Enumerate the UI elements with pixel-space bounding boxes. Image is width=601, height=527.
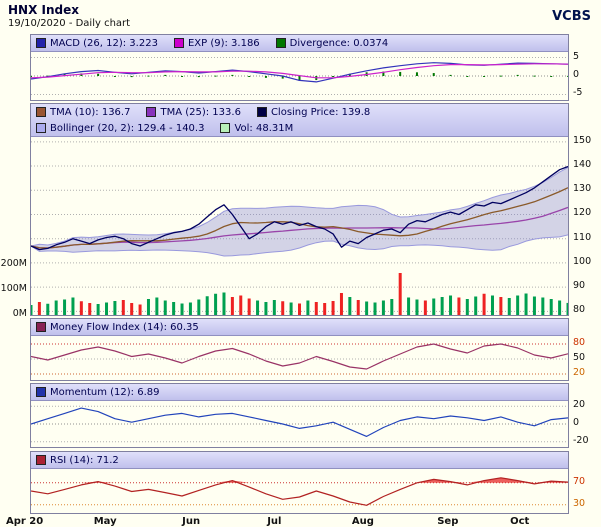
ytick-momentum-0: 0 — [573, 417, 580, 428]
tma10-swatch-icon — [36, 107, 46, 117]
xaxis-label-sep: Sep — [437, 516, 459, 527]
momentum-left-gutter — [0, 383, 30, 448]
macd-panel: MACD (26, 12): 3.223 EXP (9): 3.186 Diverg… — [0, 34, 601, 101]
macd-yaxis: 5 0 -5 — [569, 34, 601, 101]
legend-item-vol: Vol: 48.31M — [220, 123, 293, 134]
ytick-main-150: 150 — [573, 134, 592, 146]
divergence-swatch-icon — [275, 38, 286, 48]
mfi-swatch-icon — [36, 322, 46, 332]
volume-tick-200M: 200M — [0, 258, 27, 269]
legend-label-closing-price: Closing Price: 139.8 — [270, 106, 371, 118]
legend-item-closing-price: Closing Price: 139.8 — [256, 106, 371, 118]
tma25-swatch-icon — [146, 107, 157, 117]
macd-plot — [31, 52, 568, 100]
mfi-legend: Money Flow Index (14): 60.35 — [31, 319, 568, 336]
macd-legend: MACD (26, 12): 3.223 EXP (9): 3.186 Diverg… — [31, 35, 568, 52]
mfi-yaxis: 80 50 20 — [569, 318, 601, 381]
mfi-left-gutter — [0, 318, 30, 381]
price-panel: 200M 100M 0M TMA (10): 136.7 TMA (25): 133.… — [0, 103, 601, 319]
legend-label-vol: Vol: 48.31M — [234, 122, 294, 134]
ytick-main-140: 140 — [573, 159, 592, 171]
legend-item-rsi: RSI (14): 71.2 — [36, 455, 119, 466]
rsi-swatch-icon — [36, 455, 46, 465]
legend-label-exp: EXP (9): 3.186 — [187, 37, 260, 49]
legend-item-tma25: TMA (25): 133.6 — [146, 106, 241, 118]
mfi-plot — [31, 336, 568, 380]
chart-subtitle: 19/10/2020 - Daily chart — [8, 18, 131, 29]
legend-item-tma10: TMA (10): 136.7 — [36, 107, 130, 118]
vol-swatch-icon — [220, 123, 231, 133]
rsi-yaxis: 70 30 — [569, 451, 601, 514]
page-title: HNX Index — [8, 3, 79, 17]
momentum-swatch-icon — [36, 387, 46, 397]
rsi-plot — [31, 469, 568, 513]
legend-item-macd: MACD (26, 12): 3.223 — [36, 38, 158, 49]
price-yaxis: 150 140 130 120 110 100 90 80 — [569, 103, 601, 316]
xaxis-label-jun: Jun — [182, 516, 201, 527]
ytick-main-130: 130 — [573, 183, 592, 195]
bollinger-swatch-icon — [36, 123, 46, 133]
closing-price-swatch-icon — [256, 107, 267, 117]
ytick-momentum-20: 20 — [573, 399, 586, 411]
mfi-panel: Money Flow Index (14): 60.35 80 50 20 — [0, 318, 601, 381]
rsi-panel: RSI (14): 71.2 70 30 — [0, 451, 601, 514]
momentum-legend: Momentum (12): 6.89 — [31, 384, 568, 401]
x-axis: Apr 20 May Jun Jul Aug Sep Oct — [0, 514, 601, 527]
brand-logo: VCBS — [552, 9, 591, 24]
xaxis-label-aug: Aug — [351, 516, 374, 527]
ytick-rsi-70: 70 — [573, 475, 586, 487]
legend-label-momentum: Momentum (12): 6.89 — [50, 386, 160, 398]
ytick-momentum--20: -20 — [573, 434, 589, 446]
legend-item-momentum: Momentum (12): 6.89 — [36, 387, 160, 398]
ytick-macd-5: 5 — [573, 50, 580, 62]
ytick-main-120: 120 — [573, 207, 592, 219]
rsi-left-gutter — [0, 451, 30, 514]
xaxis-label-apr-20: Apr 20 — [6, 516, 44, 527]
legend-label-mfi: Money Flow Index (14): 60.35 — [50, 321, 199, 333]
exp-swatch-icon — [173, 38, 184, 48]
volume-tick-0M: 0M — [12, 308, 27, 319]
ytick-mfi-50: 50 — [573, 352, 586, 363]
legend-label-rsi: RSI (14): 71.2 — [50, 454, 119, 466]
ytick-rsi-30: 30 — [573, 497, 586, 509]
legend-label-tma25: TMA (25): 133.6 — [160, 106, 241, 118]
legend-label-bollinger: Bollinger (20, 2): 129.4 - 140.3 — [50, 122, 205, 134]
legend-item-exp: EXP (9): 3.186 — [173, 37, 260, 49]
legend-label-tma10: TMA (10): 136.7 — [50, 106, 131, 118]
volume-tick-100M: 100M — [0, 283, 27, 294]
xaxis-label-jul: Jul — [267, 516, 282, 527]
ytick-macd-0: 0 — [573, 69, 580, 80]
legend-label-divergence: Divergence: 0.0374 — [289, 37, 389, 49]
momentum-yaxis: 20 0 -20 — [569, 383, 601, 448]
ytick-main-100: 100 — [573, 255, 592, 267]
legend-item-mfi: Money Flow Index (14): 60.35 — [36, 322, 199, 333]
macd-left-gutter — [0, 34, 30, 101]
legend-label-macd: MACD (26, 12): 3.223 — [50, 37, 158, 49]
xaxis-label-oct: Oct — [510, 516, 530, 527]
rsi-legend: RSI (14): 71.2 — [31, 452, 568, 469]
ytick-mfi-80: 80 — [573, 337, 586, 348]
ytick-main-80: 80 — [573, 304, 586, 316]
volume-yaxis: 200M 100M 0M — [0, 103, 30, 319]
price-plot — [31, 137, 568, 315]
ytick-main-90: 90 — [573, 280, 586, 292]
ytick-macd--5: -5 — [573, 87, 583, 99]
momentum-plot — [31, 401, 568, 447]
price-legend: TMA (10): 136.7 TMA (25): 133.6 Closing Pr… — [31, 104, 568, 137]
xaxis-label-may: May — [93, 516, 117, 527]
legend-item-divergence: Divergence: 0.0374 — [275, 37, 389, 49]
ytick-mfi-20: 20 — [573, 367, 586, 378]
macd-swatch-icon — [36, 38, 46, 48]
ytick-main-110: 110 — [573, 231, 592, 243]
chart-header: HNX Index 19/10/2020 - Daily chart VCBS — [0, 0, 601, 34]
legend-item-bollinger: Bollinger (20, 2): 129.4 - 140.3 — [36, 123, 204, 134]
momentum-panel: Momentum (12): 6.89 20 0 -20 — [0, 383, 601, 448]
